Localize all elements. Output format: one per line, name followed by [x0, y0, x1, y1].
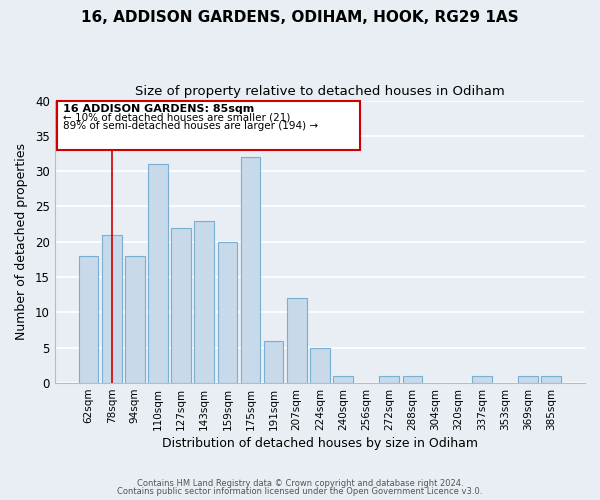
Bar: [102, 234, 122, 383]
Bar: [287, 298, 307, 383]
Bar: [541, 376, 561, 383]
Bar: [333, 376, 353, 383]
Bar: [218, 242, 237, 383]
X-axis label: Distribution of detached houses by size in Odiham: Distribution of detached houses by size …: [162, 437, 478, 450]
FancyBboxPatch shape: [58, 100, 359, 150]
Bar: [148, 164, 168, 383]
Bar: [403, 376, 422, 383]
Bar: [472, 376, 491, 383]
Text: ← 10% of detached houses are smaller (21): ← 10% of detached houses are smaller (21…: [62, 112, 290, 122]
Text: 16, ADDISON GARDENS, ODIHAM, HOOK, RG29 1AS: 16, ADDISON GARDENS, ODIHAM, HOOK, RG29 …: [81, 10, 519, 25]
Text: 16 ADDISON GARDENS: 85sqm: 16 ADDISON GARDENS: 85sqm: [62, 104, 254, 114]
Bar: [79, 256, 98, 383]
Title: Size of property relative to detached houses in Odiham: Size of property relative to detached ho…: [135, 85, 505, 98]
Bar: [518, 376, 538, 383]
Bar: [264, 340, 283, 383]
Text: Contains public sector information licensed under the Open Government Licence v3: Contains public sector information licen…: [118, 487, 482, 496]
Text: 89% of semi-detached houses are larger (194) →: 89% of semi-detached houses are larger (…: [62, 121, 318, 131]
Bar: [310, 348, 329, 383]
Bar: [241, 157, 260, 383]
Bar: [171, 228, 191, 383]
Y-axis label: Number of detached properties: Number of detached properties: [15, 144, 28, 340]
Bar: [379, 376, 399, 383]
Text: Contains HM Land Registry data © Crown copyright and database right 2024.: Contains HM Land Registry data © Crown c…: [137, 478, 463, 488]
Bar: [194, 220, 214, 383]
Bar: [125, 256, 145, 383]
